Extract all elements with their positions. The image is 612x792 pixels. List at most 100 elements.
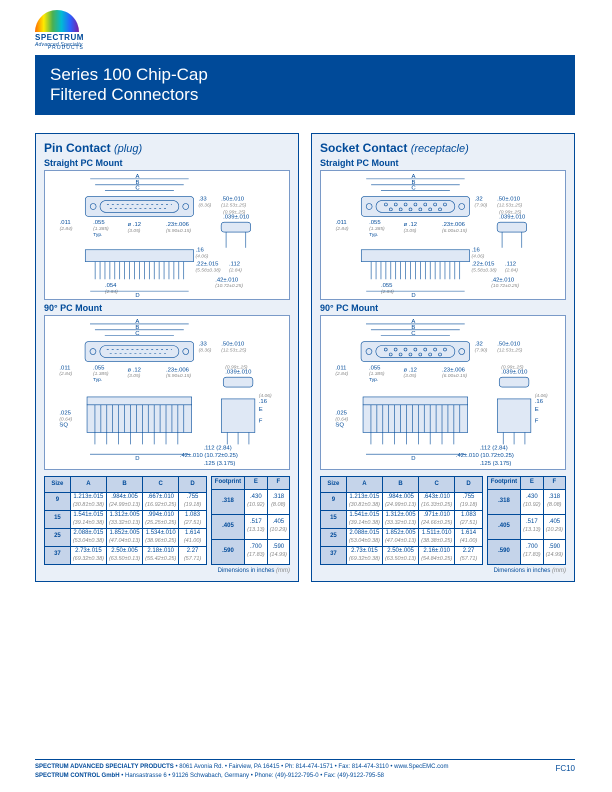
svg-text:.011: .011	[336, 220, 347, 226]
socket-dim-note: Dimensions in inches (mm)	[320, 568, 566, 574]
page-number: FC10	[555, 763, 575, 774]
socket-title: Socket Contact (receptacle)	[320, 141, 566, 155]
svg-text:.23±.006: .23±.006	[166, 222, 190, 228]
svg-text:.16: .16	[472, 248, 481, 254]
svg-text:.22±.015: .22±.015	[196, 262, 220, 268]
footer: SPECTRUM ADVANCED SPECIALTY PRODUCTS • 8…	[35, 759, 575, 780]
svg-text:.42±.010: .42±.010	[491, 277, 515, 283]
pin-tables: SizeABCD 91.213±.015(30.81±0.38).984±.00…	[44, 476, 290, 565]
svg-text:(8.36): (8.36)	[199, 348, 212, 354]
svg-text:(2.84): (2.84)	[229, 267, 242, 273]
svg-text:(4.06): (4.06)	[535, 393, 548, 399]
svg-text:.112 (2.84): .112 (2.84)	[480, 445, 508, 451]
svg-text:.011: .011	[60, 220, 71, 226]
logo-brand: SPECTRUM	[35, 33, 84, 42]
svg-text:Typ.: Typ.	[93, 232, 102, 238]
svg-text:.112 (2.84): .112 (2.84)	[204, 445, 232, 451]
svg-text:(4.06): (4.06)	[196, 254, 209, 260]
svg-text:(3.05): (3.05)	[128, 228, 141, 234]
svg-text:.055: .055	[369, 220, 381, 226]
svg-text:D: D	[411, 293, 415, 299]
svg-text:.32: .32	[475, 197, 483, 203]
svg-text:.112: .112	[229, 262, 240, 268]
svg-text:.33: .33	[199, 197, 208, 203]
svg-text:.23±.006: .23±.006	[166, 367, 190, 373]
header-title-1: Series 100 Chip-Cap	[50, 65, 560, 85]
svg-text:(1.385): (1.385)	[369, 371, 385, 377]
svg-text:.125 (3.175): .125 (3.175)	[204, 461, 236, 467]
svg-text:(12.53±.25): (12.53±.25)	[497, 348, 522, 354]
header: Series 100 Chip-Cap Filtered Connectors	[35, 55, 575, 115]
svg-text:(10.72±0.25): (10.72±0.25)	[215, 283, 243, 289]
svg-text:.055: .055	[369, 365, 381, 371]
svg-text:ø .12: ø .12	[404, 367, 417, 373]
svg-text:C: C	[135, 331, 140, 337]
svg-text:(2.84): (2.84)	[336, 226, 349, 232]
svg-text:(4.06): (4.06)	[472, 254, 485, 260]
socket-table-main: SizeABCD 91.213±.015(30.81±0.38).984±.00…	[320, 476, 483, 565]
svg-text:ø .12: ø .12	[128, 222, 141, 228]
svg-text:.011: .011	[335, 365, 346, 371]
svg-text:.16: .16	[196, 248, 205, 254]
svg-text:.16: .16	[535, 399, 544, 405]
svg-text:D: D	[411, 456, 415, 462]
svg-text:F: F	[535, 419, 539, 425]
svg-text:(0.99±.25): (0.99±.25)	[501, 364, 524, 370]
svg-text:(4.06): (4.06)	[259, 393, 272, 399]
svg-text:SQ: SQ	[59, 423, 68, 429]
svg-text:(6.00±0.15): (6.00±0.15)	[442, 373, 467, 379]
svg-text:.055: .055	[93, 365, 105, 371]
svg-text:.025: .025	[59, 411, 71, 417]
svg-text:(0.99±.25): (0.99±.25)	[225, 364, 248, 370]
svg-text:.23±.006: .23±.006	[442, 222, 466, 228]
svg-text:(7.90): (7.90)	[475, 202, 488, 208]
pin-straight-label: Straight PC Mount	[44, 158, 290, 168]
svg-text:(1.385): (1.385)	[369, 226, 385, 232]
svg-text:.23±.006: .23±.006	[442, 367, 466, 373]
socket-straight-label: Straight PC Mount	[320, 158, 566, 168]
svg-text:(2.84): (2.84)	[335, 371, 348, 377]
svg-text:.42±.010: .42±.010	[215, 277, 239, 283]
svg-text:(6.00±0.15): (6.00±0.15)	[442, 228, 467, 234]
svg-text:.055: .055	[381, 283, 393, 289]
svg-text:C: C	[411, 331, 416, 337]
svg-text:E: E	[259, 407, 263, 413]
svg-text:Typ.: Typ.	[369, 377, 378, 383]
pin-table-main: SizeABCD 91.213±.015(30.81±0.38).984±.00…	[44, 476, 207, 565]
svg-text:.50±.010: .50±.010	[221, 197, 245, 203]
svg-text:E: E	[535, 407, 539, 413]
svg-text:.054: .054	[105, 283, 117, 289]
svg-text:(0.99±.25): (0.99±.25)	[499, 209, 522, 215]
pin-angle-label: 90° PC Mount	[44, 303, 290, 313]
socket-angle-label: 90° PC Mount	[320, 303, 566, 313]
pin-dim-note: Dimensions in inches (mm)	[44, 568, 290, 574]
logo: SPECTRUM Advanced Specialty PRODUCTS	[35, 10, 84, 51]
svg-text:(1.385): (1.385)	[93, 371, 109, 377]
svg-text:(2.84): (2.84)	[381, 289, 394, 295]
svg-text:(5.58±0.38): (5.58±0.38)	[196, 267, 221, 273]
socket-straight-diagram: A B C .32(7.90) .50±.010(12.53±.25) .011…	[320, 170, 566, 300]
svg-text:ø .12: ø .12	[128, 367, 141, 373]
pin-table-footprint: FootprintEF .318.430(10.92).318(8.08) .4…	[211, 476, 290, 565]
svg-text:C: C	[411, 186, 416, 192]
svg-text:(7.90): (7.90)	[475, 348, 488, 354]
svg-text:(5.58±0.38): (5.58±0.38)	[472, 267, 497, 273]
svg-text:F: F	[259, 419, 263, 425]
svg-text:(10.72±0.25): (10.72±0.25)	[491, 283, 519, 289]
svg-text:SQ: SQ	[335, 423, 344, 429]
svg-text:(2.84): (2.84)	[105, 289, 118, 295]
svg-text:(5.90±0.15): (5.90±0.15)	[166, 373, 191, 379]
socket-table-footprint: FootprintEF .318.430(10.92).318(8.08) .4…	[487, 476, 566, 565]
svg-text:.32: .32	[475, 342, 483, 348]
svg-text:(2.84): (2.84)	[60, 226, 73, 232]
svg-text:(3.05): (3.05)	[404, 373, 417, 379]
svg-text:(12.53±.25): (12.53±.25)	[221, 348, 246, 354]
svg-text:.50±.010: .50±.010	[497, 197, 521, 203]
pin-straight-diagram: A B C .33(8.36) .50±.010(12.53±.25) .011…	[44, 170, 290, 300]
header-title-2: Filtered Connectors	[50, 85, 560, 105]
svg-text:.33: .33	[199, 342, 208, 348]
svg-text:D: D	[135, 293, 139, 299]
svg-text:(3.05): (3.05)	[128, 373, 141, 379]
socket-tables: SizeABCD 91.213±.015(30.81±0.38).984±.00…	[320, 476, 566, 565]
content: Pin Contact (plug) Straight PC Mount A B…	[35, 133, 575, 582]
